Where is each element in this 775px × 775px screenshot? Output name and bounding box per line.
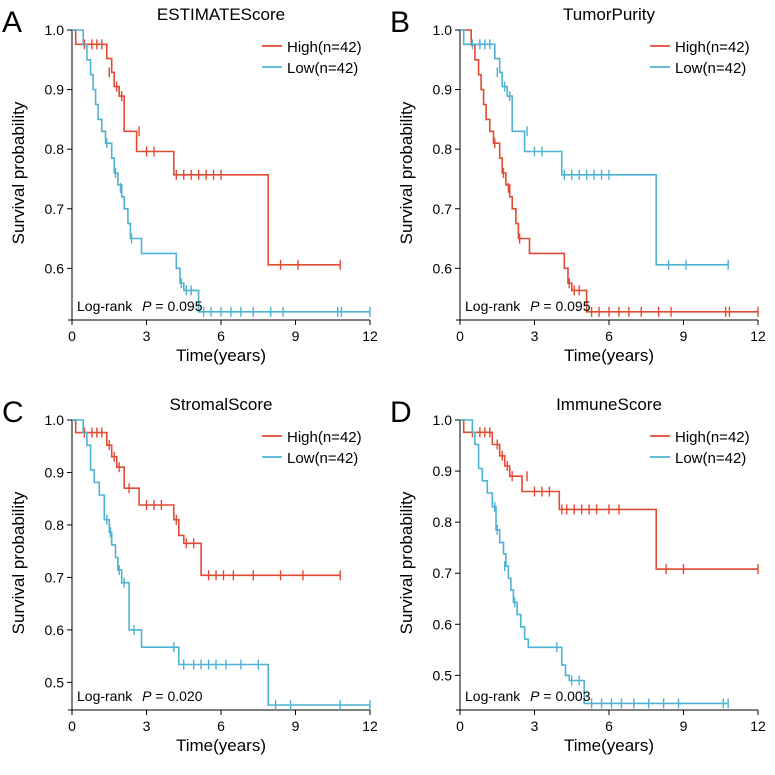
logrank-p-label: P — [142, 688, 152, 704]
x-tick-label: 3 — [143, 718, 151, 734]
panel-label: B — [390, 6, 410, 39]
y-tick-label: 0.8 — [433, 141, 453, 157]
y-tick-label: 0.7 — [45, 201, 65, 217]
chart-title: ESTIMATEScore — [157, 5, 285, 24]
y-tick-label: 0.6 — [433, 260, 453, 276]
logrank-p-value: = 0.003 — [540, 688, 591, 704]
x-tick-label: 0 — [68, 328, 76, 344]
y-tick-label: 0.7 — [433, 565, 453, 581]
x-tick-label: 0 — [68, 718, 76, 734]
legend-label-low: Low(n=42) — [675, 450, 746, 467]
logrank-annotation: Log-rank P = 0.003 — [465, 688, 591, 704]
x-tick-label: 0 — [456, 718, 464, 734]
logrank-p-value: = 0.020 — [152, 688, 203, 704]
legend-label-high: High(n=42) — [287, 429, 362, 446]
y-tick-label: 1.0 — [433, 412, 453, 428]
km-panel-c: C StromalScore 0.5 0.6 0.7 0.8 0.9 1.0 0 3 6 9 12 Tim… — [2, 395, 378, 755]
x-tick-label: 12 — [362, 718, 378, 734]
logrank-p-label: P — [530, 688, 540, 704]
y-axis-label: Survival probability — [397, 491, 416, 634]
x-tick-label: 9 — [292, 718, 300, 734]
chart-title: ImmuneScore — [556, 395, 662, 414]
chart-title: TumorPurity — [563, 5, 655, 24]
x-tick-label: 6 — [217, 718, 225, 734]
y-axis-label: Survival probability — [397, 101, 416, 244]
logrank-p-label: P — [530, 298, 540, 314]
y-tick-label: 0.9 — [45, 82, 65, 98]
x-tick-label: 12 — [362, 328, 378, 344]
logrank-p-label: P — [142, 298, 152, 314]
y-tick-label: 0.8 — [433, 514, 453, 530]
y-tick-label: 1.0 — [433, 22, 453, 38]
logrank-p-value: = 0.095 — [540, 298, 591, 314]
x-tick-label: 3 — [143, 328, 151, 344]
x-tick-label: 9 — [680, 718, 688, 734]
y-tick-label: 0.6 — [45, 260, 65, 276]
panel-label: A — [2, 6, 22, 39]
y-tick-label: 0.9 — [433, 82, 453, 98]
chart-title: StromalScore — [170, 395, 273, 414]
km-panel-b: B TumorPurity 0.6 0.7 0.8 0.9 1.0 0 3 6 9 12 Time(ye… — [390, 5, 766, 365]
x-tick-label: 6 — [605, 718, 613, 734]
y-tick-label: 1.0 — [45, 412, 65, 428]
logrank-prefix: Log-rank — [77, 298, 136, 314]
y-tick-label: 0.8 — [45, 141, 65, 157]
km-panel-d: D ImmuneScore 0.5 0.6 0.7 0.8 0.9 1.0 0 3 6 9 12 Time… — [390, 395, 766, 755]
x-tick-label: 3 — [531, 328, 539, 344]
panel-label: C — [2, 396, 24, 429]
logrank-annotation: Log-rank P = 0.095 — [77, 298, 203, 314]
y-tick-label: 0.8 — [45, 517, 65, 533]
logrank-prefix: Log-rank — [77, 688, 136, 704]
y-tick-label: 0.5 — [45, 674, 65, 690]
logrank-prefix: Log-rank — [465, 298, 524, 314]
x-tick-label: 3 — [531, 718, 539, 734]
legend-label-low: Low(n=42) — [675, 60, 746, 77]
y-tick-label: 0.6 — [433, 616, 453, 632]
survival-curve-high — [72, 29, 341, 266]
y-tick-label: 0.5 — [433, 667, 453, 683]
survival-curve-low — [72, 419, 370, 706]
x-axis-label: Time(years) — [176, 736, 266, 755]
y-tick-label: 1.0 — [45, 22, 65, 38]
legend-label-high: High(n=42) — [287, 39, 362, 56]
logrank-annotation: Log-rank P = 0.020 — [77, 688, 203, 704]
x-tick-label: 12 — [750, 718, 766, 734]
x-tick-label: 9 — [292, 328, 300, 344]
legend-label-low: Low(n=42) — [287, 60, 358, 77]
y-tick-label: 0.7 — [433, 201, 453, 217]
x-tick-label: 12 — [750, 328, 766, 344]
y-tick-label: 0.9 — [433, 463, 453, 479]
legend-label-high: High(n=42) — [675, 39, 750, 56]
x-tick-label: 6 — [217, 328, 225, 344]
survival-curve-low — [460, 29, 729, 266]
y-axis-label: Survival probability — [9, 491, 28, 634]
km-panel-a: A ESTIMATEScore 0.6 0.7 0.8 0.9 1.0 0 3 6 9 12 Time(… — [2, 5, 378, 365]
x-axis-label: Time(years) — [564, 736, 654, 755]
x-axis-label: Time(years) — [176, 346, 266, 365]
logrank-annotation: Log-rank P = 0.095 — [465, 298, 591, 314]
x-tick-label: 6 — [605, 328, 613, 344]
y-tick-label: 0.7 — [45, 569, 65, 585]
panel-label: D — [390, 396, 412, 429]
legend-label-low: Low(n=42) — [287, 450, 358, 467]
survival-curve-high — [72, 419, 341, 577]
x-tick-label: 9 — [680, 328, 688, 344]
y-tick-label: 0.9 — [45, 464, 65, 480]
logrank-prefix: Log-rank — [465, 688, 524, 704]
x-tick-label: 0 — [456, 328, 464, 344]
y-tick-label: 0.6 — [45, 622, 65, 638]
y-axis-label: Survival probability — [9, 101, 28, 244]
survival-curve-low — [460, 419, 729, 705]
legend-label-high: High(n=42) — [675, 429, 750, 446]
logrank-p-value: = 0.095 — [152, 298, 203, 314]
x-axis-label: Time(years) — [564, 346, 654, 365]
